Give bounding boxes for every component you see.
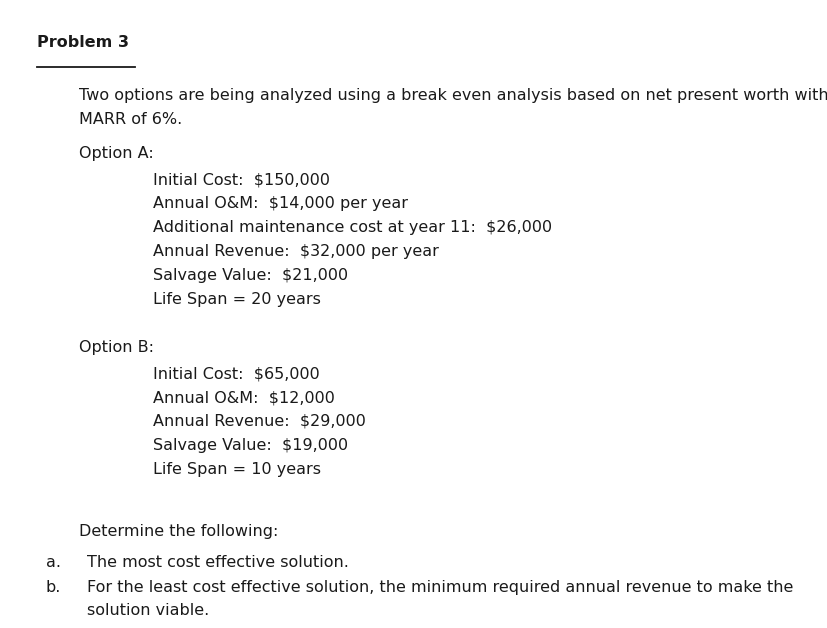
Text: Option B:: Option B:: [79, 340, 154, 355]
Text: b.: b.: [45, 580, 61, 595]
Text: Option A:: Option A:: [79, 146, 153, 161]
Text: Annual O&M:  $14,000 per year: Annual O&M: $14,000 per year: [153, 197, 408, 212]
Text: Life Span = 10 years: Life Span = 10 years: [153, 462, 321, 477]
Text: Initial Cost:  $150,000: Initial Cost: $150,000: [153, 173, 330, 188]
Text: For the least cost effective solution, the minimum required annual revenue to ma: For the least cost effective solution, t…: [87, 580, 792, 595]
Text: a.: a.: [45, 555, 60, 570]
Text: Life Span = 20 years: Life Span = 20 years: [153, 292, 321, 307]
Text: Determine the following:: Determine the following:: [79, 524, 278, 538]
Text: Two options are being analyzed using a break even analysis based on net present : Two options are being analyzed using a b…: [79, 88, 827, 103]
Text: Salvage Value:  $21,000: Salvage Value: $21,000: [153, 268, 348, 283]
Text: Annual Revenue:  $29,000: Annual Revenue: $29,000: [153, 414, 366, 429]
Text: Problem 3: Problem 3: [37, 35, 129, 50]
Text: The most cost effective solution.: The most cost effective solution.: [87, 555, 348, 570]
Text: MARR of 6%.: MARR of 6%.: [79, 112, 182, 127]
Text: Additional maintenance cost at year 11:  $26,000: Additional maintenance cost at year 11: …: [153, 220, 552, 236]
Text: Annual O&M:  $12,000: Annual O&M: $12,000: [153, 390, 335, 405]
Text: Annual Revenue:  $32,000 per year: Annual Revenue: $32,000 per year: [153, 244, 438, 259]
Text: solution viable.: solution viable.: [87, 604, 209, 619]
Text: Initial Cost:  $65,000: Initial Cost: $65,000: [153, 366, 319, 381]
Text: Salvage Value:  $19,000: Salvage Value: $19,000: [153, 438, 348, 453]
